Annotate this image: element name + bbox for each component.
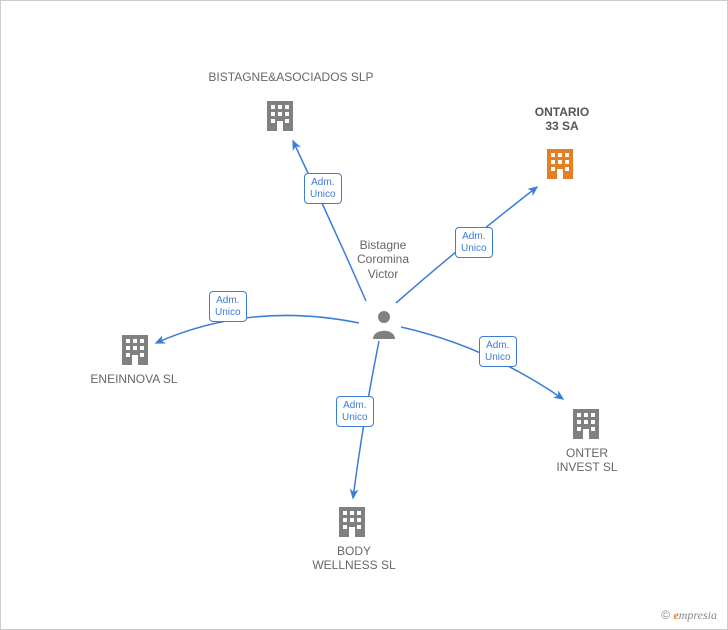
building-icon xyxy=(265,99,295,138)
center-label-l3: Victor xyxy=(343,267,423,281)
edge-label: Adm.Unico xyxy=(455,227,493,258)
company-label-l1: ONTARIO xyxy=(512,105,612,119)
company-label: ONTERINVEST SL xyxy=(537,446,637,475)
diagram-stage: BistagneCorominaVictor BISTAGNE&ASOCIADO… xyxy=(0,0,728,630)
edge-label-l1: Adm. xyxy=(461,231,487,243)
edge-label: Adm.Unico xyxy=(209,291,247,322)
company-label: ONTARIO33 SA xyxy=(512,105,612,134)
company-label: BODYWELLNESS SL xyxy=(299,544,409,573)
copyright: © empresia xyxy=(661,608,717,623)
company-label-l1: BISTAGNE&ASOCIADOS SLP xyxy=(181,70,401,84)
center-label-l2: Coromina xyxy=(343,252,423,266)
building-icon xyxy=(337,505,367,544)
center-label-l1: Bistagne xyxy=(343,238,423,252)
person-icon xyxy=(371,309,397,344)
edge xyxy=(156,315,359,343)
company-label: BISTAGNE&ASOCIADOS SLP xyxy=(181,70,401,84)
edge-label: Adm.Unico xyxy=(336,396,374,427)
building-icon xyxy=(571,407,601,446)
company-label-l1: ONTER xyxy=(537,446,637,460)
company-label: ENEINNOVA SL xyxy=(79,372,189,386)
center-node-label: BistagneCorominaVictor xyxy=(343,238,423,281)
company-label-l2: WELLNESS SL xyxy=(299,558,409,572)
brand: empresia xyxy=(673,608,717,622)
edge-label-l1: Adm. xyxy=(310,177,336,189)
company-label-l2: 33 SA xyxy=(512,119,612,133)
company-label-l2: INVEST SL xyxy=(537,460,637,474)
edge-label-l1: Adm. xyxy=(485,340,511,352)
building-icon xyxy=(120,333,150,372)
company-label-l1: BODY xyxy=(299,544,409,558)
edge-label: Adm.Unico xyxy=(479,336,517,367)
edge-label-l2: Unico xyxy=(342,412,368,424)
edge-label-l2: Unico xyxy=(461,243,487,255)
company-label-l1: ENEINNOVA SL xyxy=(79,372,189,386)
edge-label-l2: Unico xyxy=(485,352,511,364)
edge-label-l1: Adm. xyxy=(215,295,241,307)
copyright-symbol: © xyxy=(661,608,670,622)
edge-label-l2: Unico xyxy=(215,307,241,319)
edge-label-l1: Adm. xyxy=(342,400,368,412)
edge-label: Adm.Unico xyxy=(304,173,342,204)
edge-label-l2: Unico xyxy=(310,189,336,201)
building-icon xyxy=(545,147,575,186)
